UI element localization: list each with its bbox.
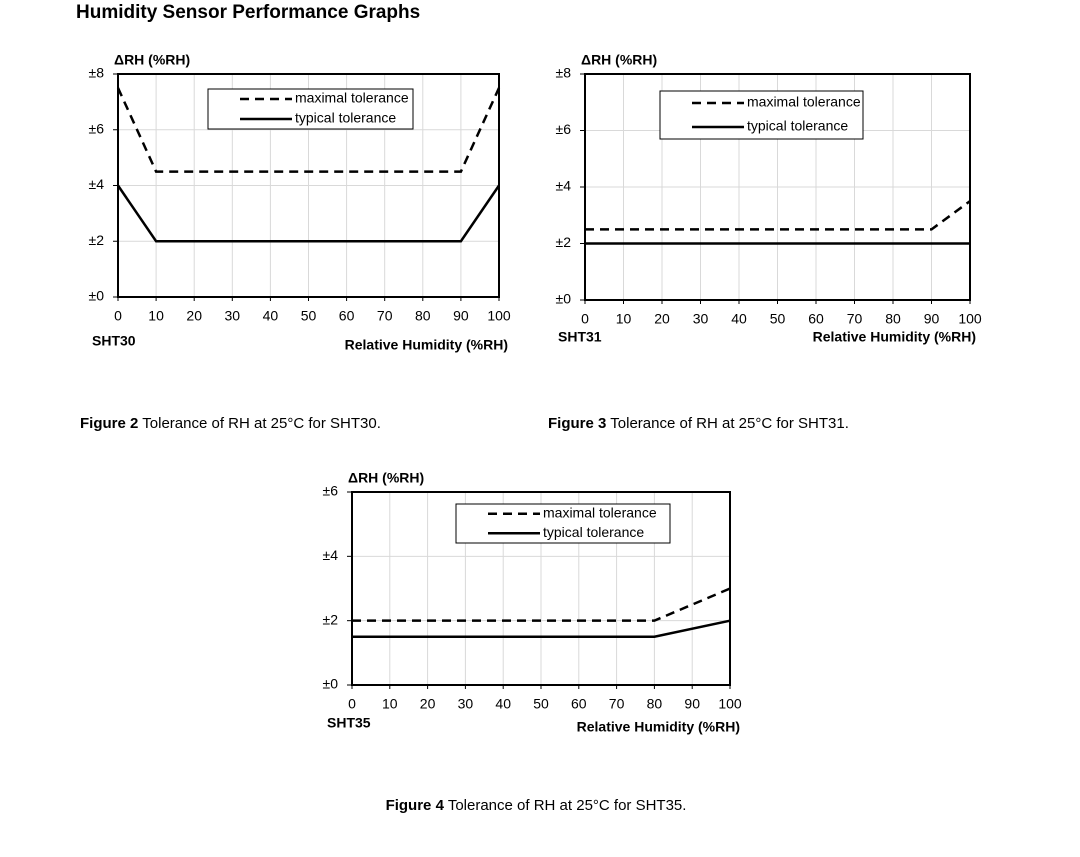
legend-box	[659, 90, 864, 140]
x-tick-label: 10	[382, 696, 398, 712]
x-tick-label: 20	[420, 696, 436, 712]
sensor-label: SHT30	[92, 333, 136, 349]
sensor-label: SHT35	[327, 715, 371, 731]
x-tick-label: 60	[808, 311, 824, 327]
series-line	[352, 587, 731, 622]
x-tick-label: 0	[348, 696, 356, 712]
x-tick-label: 0	[581, 311, 589, 327]
series-line	[116, 87, 501, 173]
caption-text: Tolerance of RH at 25°C for SHT31.	[610, 415, 849, 432]
x-tick-label: 80	[885, 311, 901, 327]
x-tick-label: 60	[571, 696, 587, 712]
x-tick-label: 100	[718, 696, 742, 712]
x-tick-label: 40	[263, 308, 279, 324]
series-line	[352, 619, 731, 638]
x-tick-label: 30	[458, 696, 474, 712]
figure-caption: Figure 4 Tolerance of RH at 25°C for SHT…	[386, 797, 687, 814]
x-tick-label: 90	[684, 696, 700, 712]
x-tick-label: 70	[377, 308, 393, 324]
x-tick-label: 80	[647, 696, 663, 712]
y-tick-label: ±4	[89, 176, 105, 192]
caption-label: Figure 2	[80, 415, 138, 432]
y-tick-label: ±8	[556, 65, 572, 81]
x-tick-label: 70	[847, 311, 863, 327]
x-tick-label: 10	[616, 311, 632, 327]
page-title: Humidity Sensor Performance Graphs	[76, 2, 420, 23]
x-tick-label: 100	[958, 311, 982, 327]
x-tick-label: 80	[415, 308, 431, 324]
y-tick-label: ±2	[556, 234, 572, 250]
y-axis-label: ΔRH (%RH)	[348, 470, 424, 486]
legend-box	[207, 88, 414, 130]
x-axis-label: Relative Humidity (%RH)	[345, 337, 508, 353]
x-tick-label: 90	[924, 311, 940, 327]
sensor-label: SHT31	[558, 329, 602, 345]
caption-text: Tolerance of RH at 25°C for SHT35.	[448, 797, 687, 814]
y-tick-label: ±4	[323, 547, 339, 563]
y-tick-label: ±6	[323, 483, 339, 499]
x-tick-label: 30	[693, 311, 709, 327]
y-tick-label: ±6	[89, 120, 105, 136]
x-tick-label: 50	[533, 696, 549, 712]
figure-caption: Figure 2 Tolerance of RH at 25°C for SHT…	[80, 415, 381, 432]
legend-label: typical tolerance	[295, 110, 396, 126]
x-tick-label: 30	[225, 308, 241, 324]
x-tick-label: 20	[654, 311, 670, 327]
x-tick-label: 0	[114, 308, 122, 324]
caption-label: Figure 3	[548, 415, 606, 432]
series-line	[116, 184, 501, 243]
caption-text: Tolerance of RH at 25°C for SHT30.	[142, 415, 381, 432]
x-tick-label: 40	[731, 311, 747, 327]
legend-label: maximal tolerance	[295, 90, 409, 106]
x-tick-label: 70	[609, 696, 625, 712]
y-tick-label: ±2	[323, 611, 339, 627]
caption-label: Figure 4	[386, 797, 445, 814]
legend-label: typical tolerance	[543, 524, 644, 540]
figure-caption: Figure 3 Tolerance of RH at 25°C for SHT…	[548, 415, 849, 432]
x-tick-label: 20	[186, 308, 202, 324]
x-tick-label: 10	[148, 308, 164, 324]
y-tick-label: ±0	[89, 288, 105, 304]
x-axis-label: Relative Humidity (%RH)	[577, 719, 740, 735]
legend-label: maximal tolerance	[543, 504, 657, 520]
legend-box	[455, 503, 671, 544]
x-tick-label: 60	[339, 308, 355, 324]
legend-label: maximal tolerance	[747, 94, 861, 110]
y-tick-label: ±0	[323, 676, 339, 692]
y-tick-label: ±6	[556, 121, 572, 137]
x-tick-label: 90	[453, 308, 469, 324]
y-tick-label: ±8	[89, 65, 105, 81]
y-axis-label: ΔRH (%RH)	[114, 52, 190, 68]
x-tick-label: 100	[487, 308, 511, 324]
x-tick-label: 40	[495, 696, 511, 712]
y-tick-label: ±2	[89, 232, 105, 248]
y-axis-label: ΔRH (%RH)	[581, 52, 657, 68]
x-axis-label: Relative Humidity (%RH)	[813, 329, 976, 345]
y-tick-label: ±4	[556, 178, 572, 194]
x-tick-label: 50	[301, 308, 317, 324]
legend-label: typical tolerance	[747, 118, 848, 134]
series-line	[585, 200, 971, 231]
y-tick-label: ±0	[556, 291, 572, 307]
x-tick-label: 50	[770, 311, 786, 327]
